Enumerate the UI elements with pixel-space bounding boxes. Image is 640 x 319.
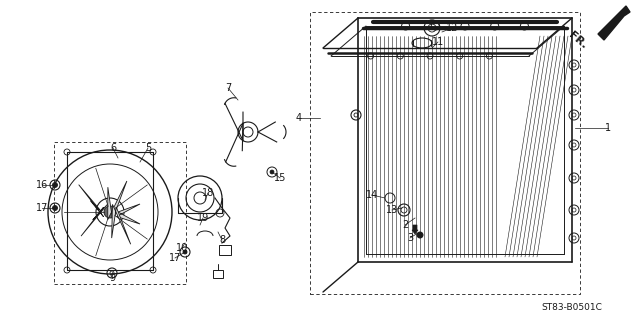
- Text: 1: 1: [605, 123, 611, 133]
- Circle shape: [104, 206, 116, 218]
- Text: ST83-B0501C: ST83-B0501C: [541, 303, 602, 313]
- Text: 7: 7: [225, 83, 231, 93]
- Text: 9: 9: [109, 273, 115, 283]
- Text: 12: 12: [446, 23, 458, 33]
- Text: 15: 15: [274, 173, 286, 183]
- Circle shape: [417, 232, 423, 238]
- Polygon shape: [79, 185, 104, 217]
- Text: 14: 14: [366, 190, 378, 200]
- Circle shape: [183, 250, 187, 254]
- Bar: [213, 270, 223, 278]
- Text: 3: 3: [407, 233, 413, 243]
- Text: FR.: FR.: [567, 30, 589, 50]
- Text: 11: 11: [432, 37, 444, 47]
- Text: 8: 8: [219, 235, 225, 245]
- FancyArrow shape: [412, 225, 418, 234]
- Text: 5: 5: [145, 143, 151, 153]
- Text: 4: 4: [296, 113, 302, 123]
- Polygon shape: [111, 204, 131, 244]
- Text: 17: 17: [169, 253, 181, 263]
- Text: 2: 2: [402, 220, 408, 230]
- Circle shape: [270, 170, 274, 174]
- Text: 19: 19: [197, 213, 209, 223]
- Polygon shape: [598, 6, 630, 40]
- Bar: [219, 245, 231, 255]
- Polygon shape: [108, 181, 127, 220]
- Text: 13: 13: [386, 205, 398, 215]
- Bar: [54, 142, 186, 284]
- Text: 16: 16: [36, 180, 48, 190]
- Polygon shape: [81, 204, 108, 236]
- Circle shape: [52, 182, 58, 188]
- Text: 18: 18: [202, 188, 214, 198]
- Circle shape: [52, 205, 58, 211]
- Ellipse shape: [412, 38, 432, 48]
- Polygon shape: [116, 204, 140, 224]
- Text: 17: 17: [36, 203, 48, 213]
- Text: 10: 10: [176, 243, 188, 253]
- Bar: [310, 12, 580, 294]
- Text: 6: 6: [110, 143, 116, 153]
